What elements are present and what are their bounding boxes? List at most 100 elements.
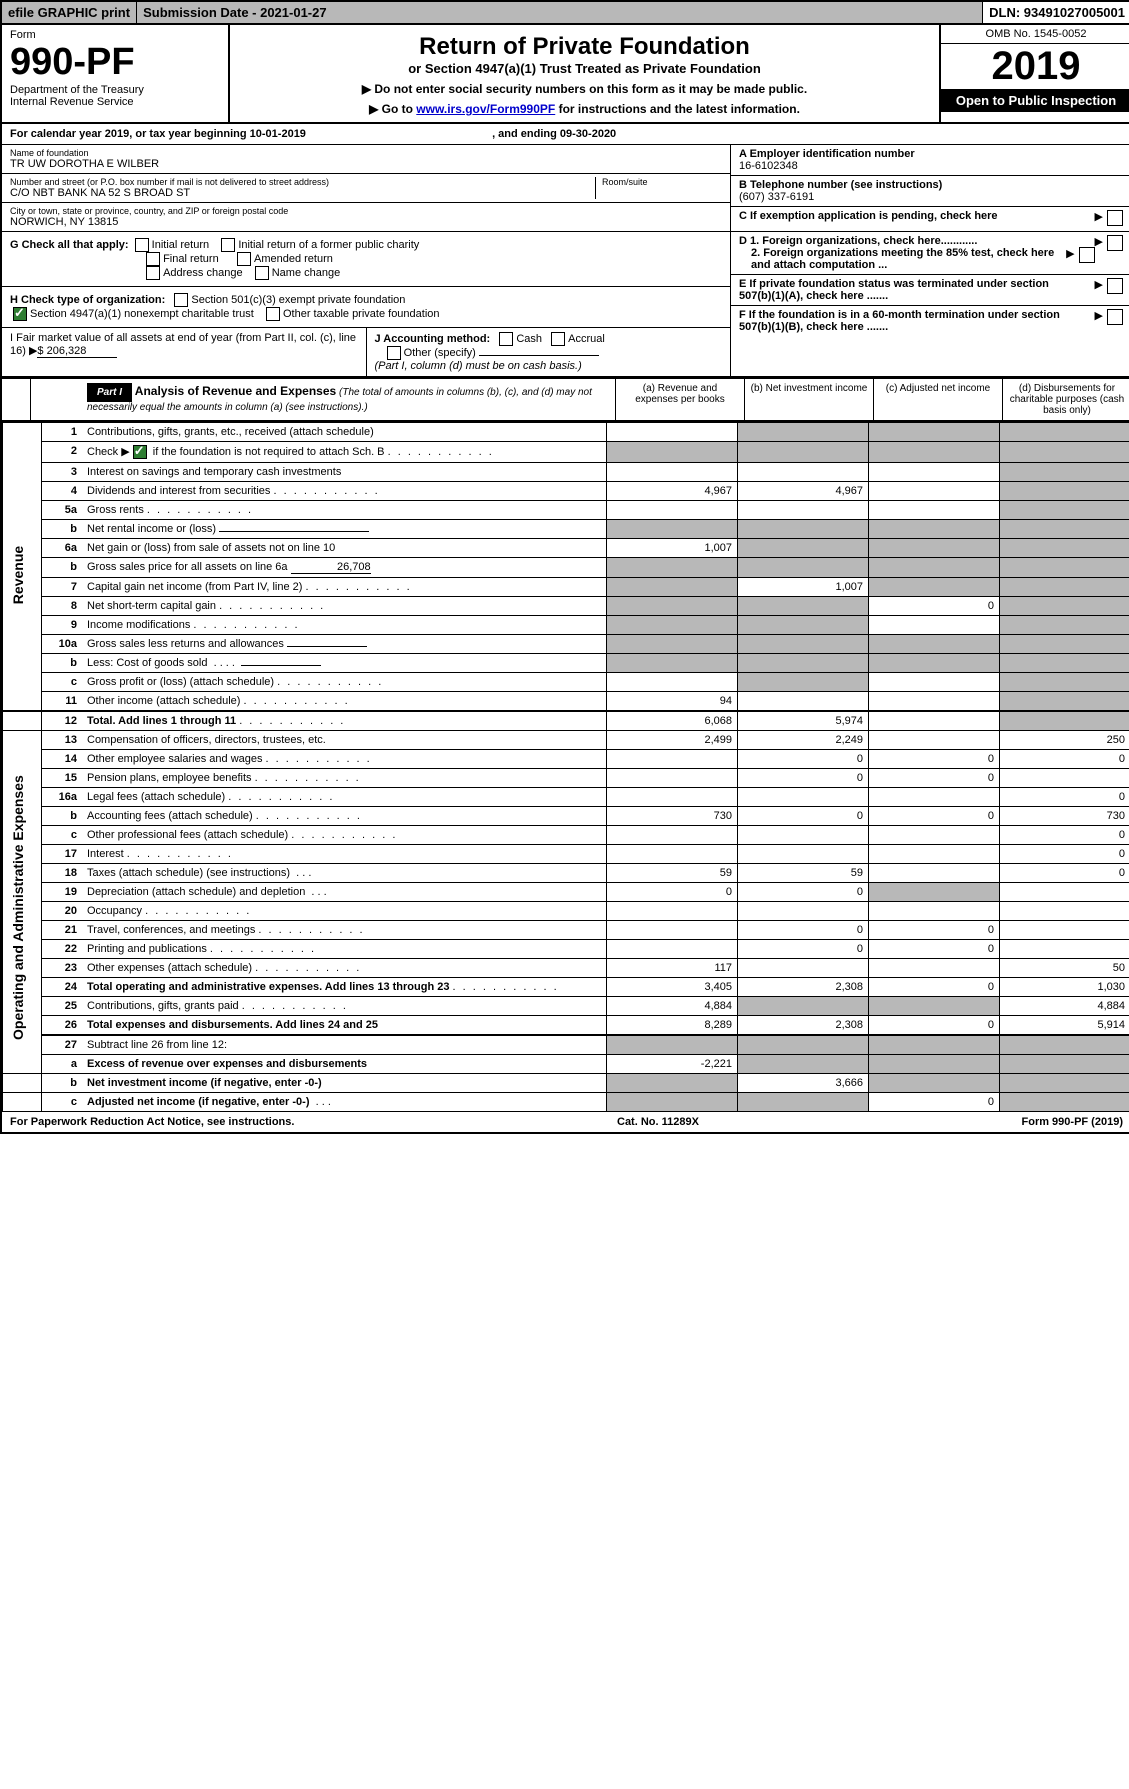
- line-11: Other income (attach schedule): [87, 695, 240, 707]
- line-22: Printing and publications: [87, 943, 207, 955]
- table-row: Operating and Administrative Expenses 13…: [3, 731, 1129, 750]
- l6b-val: 26,708: [291, 561, 371, 574]
- final-return-checkbox[interactable]: [146, 252, 160, 266]
- l14-c: 0: [869, 750, 1000, 769]
- line-16b: Accounting fees (attach schedule): [87, 810, 253, 822]
- l6a-a: 1,007: [607, 539, 738, 558]
- l16a-d: 0: [1000, 788, 1129, 807]
- cash-checkbox[interactable]: [499, 332, 513, 346]
- d2-checkbox[interactable]: [1079, 247, 1095, 263]
- calendar-year-row: For calendar year 2019, or tax year begi…: [2, 124, 1129, 145]
- table-row: 14Other employee salaries and wages 000: [3, 750, 1129, 769]
- 501c3-checkbox[interactable]: [174, 293, 188, 307]
- irs-link[interactable]: www.irs.gov/Form990PF: [416, 102, 555, 116]
- l15-b: 0: [738, 769, 869, 788]
- g-opt-4: Address change: [163, 267, 243, 279]
- amended-return-checkbox[interactable]: [237, 252, 251, 266]
- table-row: Revenue 1Contributions, gifts, grants, e…: [3, 423, 1129, 442]
- col-b-header: (b) Net investment income: [745, 379, 874, 420]
- city-state-zip: NORWICH, NY 13815: [10, 216, 722, 228]
- j-other: Other (specify): [404, 347, 476, 359]
- line-5a: Gross rents: [87, 504, 144, 516]
- footer-mid: Cat. No. 11289X: [617, 1116, 699, 1128]
- cal-begin: 10-01-2019: [250, 128, 306, 140]
- l27c-c: 0: [869, 1093, 1000, 1112]
- line-23: Other expenses (attach schedule): [87, 962, 252, 974]
- table-row: 9Income modifications: [3, 616, 1129, 635]
- accrual-checkbox[interactable]: [551, 332, 565, 346]
- table-row: bLess: Cost of goods sold . . . .: [3, 654, 1129, 673]
- part1-header-row: Part I Analysis of Revenue and Expenses …: [2, 377, 1129, 422]
- g-opt-1: Initial return of a former public charit…: [238, 239, 419, 251]
- l26-b: 2,308: [738, 1016, 869, 1036]
- table-row: bGross sales price for all assets on lin…: [3, 558, 1129, 578]
- d2-label: 2. Foreign organizations meeting the 85%…: [739, 247, 1061, 271]
- table-row: 12Total. Add lines 1 through 11 6,0685,9…: [3, 711, 1129, 731]
- col-d-header: (d) Disbursements for charitable purpose…: [1003, 379, 1129, 420]
- e-checkbox[interactable]: [1107, 278, 1123, 294]
- irs-label: Internal Revenue Service: [10, 96, 220, 108]
- fmv-value: $ 206,328: [37, 345, 117, 358]
- address-change-checkbox[interactable]: [146, 266, 160, 280]
- f-checkbox[interactable]: [1107, 309, 1123, 325]
- l27a-a: -2,221: [607, 1055, 738, 1074]
- l16b-b: 0: [738, 807, 869, 826]
- address: C/O NBT BANK NA 52 S BROAD ST: [10, 187, 595, 199]
- l16b-c: 0: [869, 807, 1000, 826]
- initial-return-checkbox[interactable]: [135, 238, 149, 252]
- table-row: 18Taxes (attach schedule) (see instructi…: [3, 864, 1129, 883]
- form-title: Return of Private Foundation: [240, 33, 929, 61]
- table-row: cGross profit or (loss) (attach schedule…: [3, 673, 1129, 692]
- line-10b: Less: Cost of goods sold: [87, 657, 207, 669]
- 4947a1-checkbox[interactable]: [13, 307, 27, 321]
- line-25: Contributions, gifts, grants paid: [87, 1000, 239, 1012]
- l7-b: 1,007: [738, 578, 869, 597]
- open-public: Open to Public Inspection: [941, 89, 1129, 112]
- other-method-checkbox[interactable]: [387, 346, 401, 360]
- line-27a: Excess of revenue over expenses and disb…: [87, 1058, 367, 1070]
- table-row: 16aLegal fees (attach schedule) 0: [3, 788, 1129, 807]
- h-opt-1: Section 501(c)(3) exempt private foundat…: [191, 294, 405, 306]
- table-row: 25Contributions, gifts, grants paid 4,88…: [3, 997, 1129, 1016]
- name-label: Name of foundation: [10, 148, 722, 158]
- l25-d: 4,884: [1000, 997, 1129, 1016]
- name-change-checkbox[interactable]: [255, 266, 269, 280]
- table-row: 23Other expenses (attach schedule) 11750: [3, 959, 1129, 978]
- j-accrual: Accrual: [568, 333, 605, 345]
- initial-former-checkbox[interactable]: [221, 238, 235, 252]
- line-2-post: if the foundation is not required to att…: [153, 446, 385, 458]
- schb-checkbox[interactable]: [133, 445, 147, 459]
- phone-value: (607) 337-6191: [739, 191, 1123, 203]
- line-9: Income modifications: [87, 619, 190, 631]
- form-number: 990-PF: [10, 41, 220, 84]
- form-page: efile GRAPHIC print Submission Date - 20…: [0, 0, 1129, 1134]
- l26-d: 5,914: [1000, 1016, 1129, 1036]
- l24-d: 1,030: [1000, 978, 1129, 997]
- line-20: Occupancy: [87, 905, 142, 917]
- ein-value: 16-6102348: [739, 160, 1123, 172]
- d1-checkbox[interactable]: [1107, 235, 1123, 251]
- h-opt-3: Other taxable private foundation: [283, 308, 440, 320]
- table-row: 17Interest 0: [3, 845, 1129, 864]
- l16b-d: 730: [1000, 807, 1129, 826]
- l18-b: 59: [738, 864, 869, 883]
- line-1: Contributions, gifts, grants, etc., rece…: [82, 423, 607, 442]
- exemption-checkbox[interactable]: [1107, 210, 1123, 226]
- addr-label: Number and street (or P.O. box number if…: [10, 177, 595, 187]
- line-19: Depreciation (attach schedule) and deple…: [87, 886, 305, 898]
- l16c-d: 0: [1000, 826, 1129, 845]
- form-subtitle: or Section 4947(a)(1) Trust Treated as P…: [240, 61, 929, 76]
- warning-ssn: Do not enter social security numbers on …: [240, 82, 929, 96]
- line-16c: Other professional fees (attach schedule…: [87, 829, 288, 841]
- l24-a: 3,405: [607, 978, 738, 997]
- line-10c: Gross profit or (loss) (attach schedule): [87, 676, 274, 688]
- other-taxable-checkbox[interactable]: [266, 307, 280, 321]
- g-opt-3: Amended return: [254, 253, 333, 265]
- l4-b: 4,967: [738, 482, 869, 501]
- l15-c: 0: [869, 769, 1000, 788]
- table-row: cOther professional fees (attach schedul…: [3, 826, 1129, 845]
- table-row: 24Total operating and administrative exp…: [3, 978, 1129, 997]
- f-label: F If the foundation is in a 60-month ter…: [739, 309, 1069, 333]
- line-7: Capital gain net income (from Part IV, l…: [87, 581, 302, 593]
- line-18: Taxes (attach schedule) (see instruction…: [87, 867, 290, 879]
